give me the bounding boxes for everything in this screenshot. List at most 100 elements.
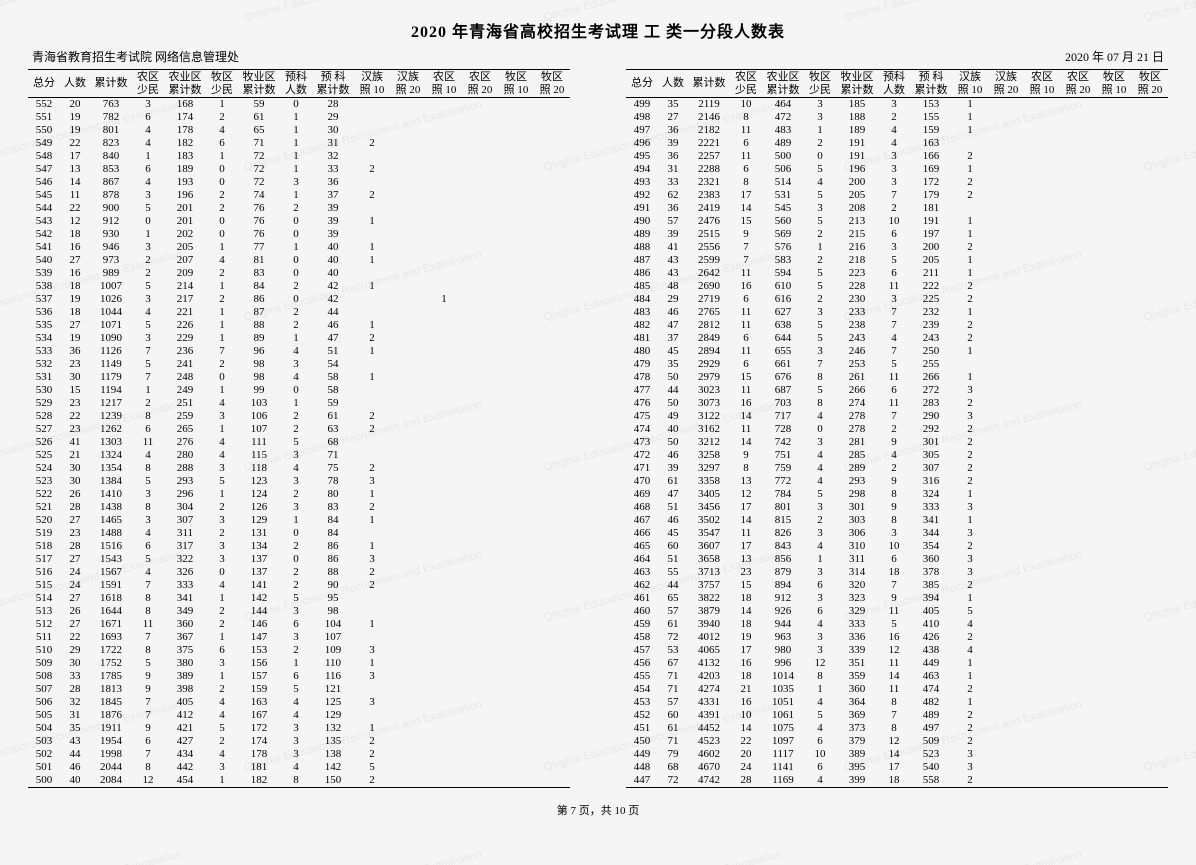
cell [462,722,498,735]
cell: 60 [658,709,688,722]
cell: 1 [280,137,312,150]
cell: 492 [626,189,658,202]
cell: 10 [804,748,836,761]
cell: 3 [280,722,312,735]
cell: 894 [762,579,804,592]
cell: 1061 [762,709,804,722]
cell [1132,761,1168,774]
cell: 3 [804,306,836,319]
cell: 33 [60,670,90,683]
cell [534,735,570,748]
cell: 2 [206,527,238,540]
cell: 307 [910,462,952,475]
cell: 18 [60,228,90,241]
cell [354,124,390,137]
cell: 1543 [90,553,132,566]
cell [426,735,462,748]
cell [1096,332,1132,345]
table-row: 4842927196616223032252 [626,293,1168,306]
table-row: 552207633168159028 [28,98,570,111]
cell: 255 [910,358,952,371]
cell [988,124,1024,137]
cell [354,436,390,449]
cell: 72 [658,774,688,787]
cell [1096,384,1132,397]
cell [1060,605,1096,618]
cell: 32 [60,696,90,709]
cell: 4523 [688,735,730,748]
cell [354,176,390,189]
cell: 324 [910,488,952,501]
table-row: 4507145232210976379125092 [626,735,1168,748]
cell [390,566,426,579]
cell: 54 [312,358,354,371]
cell [426,228,462,241]
cell [1060,683,1096,696]
cell: 61 [658,618,688,631]
cell [426,501,462,514]
cell: 200 [836,176,878,189]
cell: 1 [952,371,988,384]
table-row: 521281438830421263832 [28,501,570,514]
cell: 32 [312,150,354,163]
cell: 1438 [90,501,132,514]
cell: 4 [804,618,836,631]
cell: 86 [238,293,280,306]
cell: 569 [762,228,804,241]
cell: 1262 [90,423,132,436]
cell: 8 [878,722,910,735]
cell: 1 [952,228,988,241]
cell [1132,436,1168,449]
cell: 7 [878,189,910,202]
cell: 458 [626,631,658,644]
cell [988,761,1024,774]
cell: 2 [280,540,312,553]
cell: 1785 [90,670,132,683]
cell: 84 [312,527,354,540]
cell: 29 [658,293,688,306]
cell: 421 [164,722,206,735]
cell [462,748,498,761]
cell: 44 [658,384,688,397]
cell: 1 [132,228,164,241]
table-row: 522261410329611242801 [28,488,570,501]
cell: 2929 [688,358,730,371]
cell: 4 [206,449,238,462]
cell: 1007 [90,280,132,293]
cell [426,306,462,319]
cell [462,111,498,124]
cell [1024,345,1060,358]
cell [462,137,498,150]
cell: 5 [132,280,164,293]
cell: 1 [354,488,390,501]
cell [1024,475,1060,488]
cell: 2 [280,579,312,592]
cell: 1097 [762,735,804,748]
cell [1060,150,1096,163]
cell: 4 [804,176,836,189]
cell [1024,371,1060,384]
cell: 215 [836,228,878,241]
cell [498,98,534,111]
cell: 41 [658,241,688,254]
cell [390,761,426,774]
cell [1060,384,1096,397]
cell: 138 [312,748,354,761]
cell [390,709,426,722]
cell [534,566,570,579]
cell: 4452 [688,722,730,735]
cell [1132,475,1168,488]
table-row: 4893925159569221561971 [626,228,1168,241]
cell [1132,384,1168,397]
cell: 410 [910,618,952,631]
cell: 261 [836,371,878,384]
col-header: 汉族照 20 [988,70,1024,98]
cell: 3 [280,605,312,618]
col-header: 人数 [60,70,90,98]
cell: 17 [730,540,762,553]
cell: 5 [280,436,312,449]
cell: 3 [206,657,238,670]
cell: 182 [164,137,206,150]
cell: 174 [238,735,280,748]
cell: 197 [910,228,952,241]
